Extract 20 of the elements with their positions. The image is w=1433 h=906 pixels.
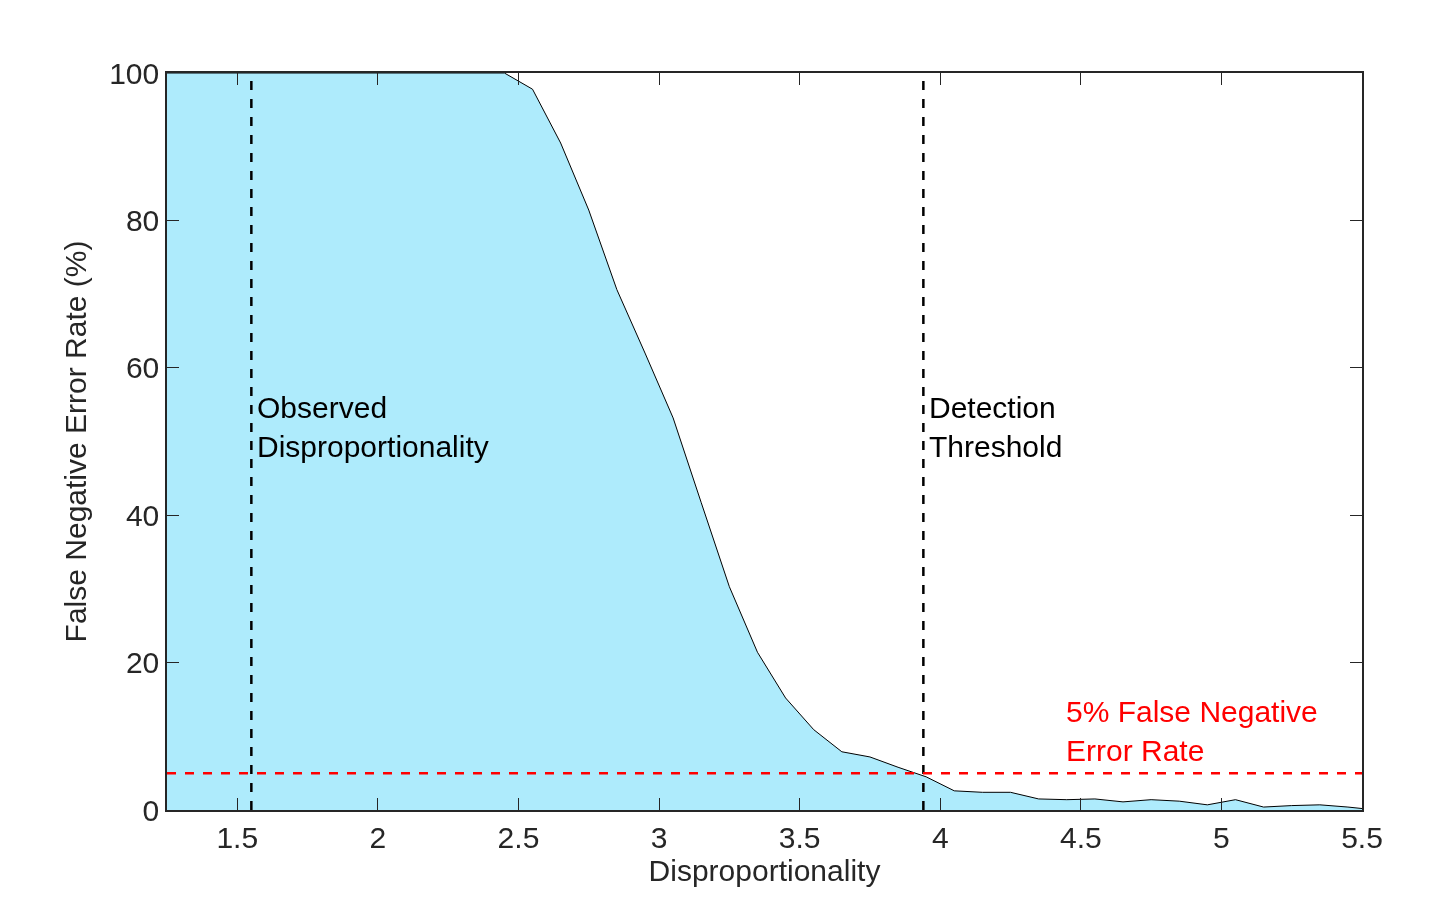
y-tick-label: 40 <box>125 498 160 532</box>
ref-line-label: Detection Threshold <box>929 391 1063 463</box>
x-tick-label: 2.5 <box>497 820 540 854</box>
x-tick-label: 3.5 <box>778 820 821 854</box>
x-tick-label: 2 <box>369 820 387 854</box>
y-tick-label: 0 <box>142 793 160 827</box>
y-tick-label: 100 <box>109 56 160 90</box>
x-tick-label: 3 <box>650 820 668 854</box>
x-tick-label: 5.5 <box>1341 820 1383 854</box>
x-tick-label: 4 <box>931 820 949 854</box>
y-axis-title: False Negative Error Rate (%) <box>58 240 92 643</box>
x-tick-label: 5 <box>1213 820 1230 854</box>
x-axis-title: Disproportionality <box>648 853 881 887</box>
y-tick-label: 20 <box>125 646 160 680</box>
x-tick-label: 1.5 <box>216 820 259 854</box>
x-tick-label: 4.5 <box>1059 820 1102 854</box>
y-tick-label: 80 <box>125 203 160 237</box>
ref-line-label: Observed Disproportionality <box>257 391 489 463</box>
y-tick-label: 60 <box>125 351 160 385</box>
ref-line-label: 5% False Negative Error Rate <box>1066 695 1318 767</box>
